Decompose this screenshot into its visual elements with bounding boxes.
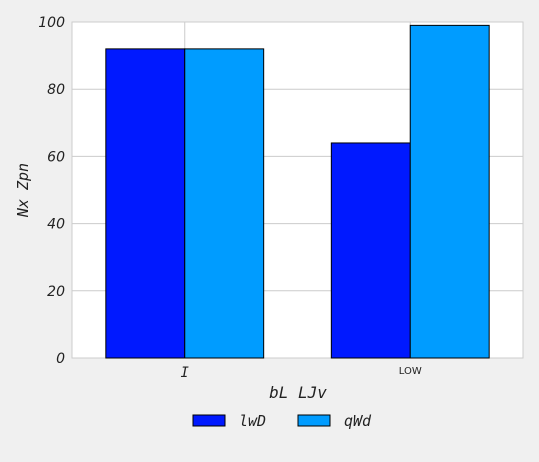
legend-swatch-lwD (192, 414, 226, 427)
bar-lwD-I (105, 48, 186, 359)
y-tick-label: 60 (47, 149, 65, 165)
x-axis-ticks: I LOW (181, 365, 422, 381)
y-tick-label: 40 (47, 217, 65, 233)
x-tick-label: LOW (399, 366, 422, 377)
legend-swatch-qWd (297, 414, 331, 427)
y-tick-label: 80 (47, 82, 65, 98)
y-tick-label: 100 (38, 15, 65, 31)
legend-label-qWd: qWd (344, 412, 372, 430)
bar-lwD-LOW (330, 142, 411, 359)
legend-label-lwD: lwD (239, 412, 266, 430)
bar-qWd-LOW (409, 24, 490, 359)
y-tick-label: 20 (47, 284, 65, 300)
y-axis-label: Nx Zpn (14, 163, 32, 218)
bars-group (105, 24, 490, 359)
y-tick-label: 0 (56, 351, 65, 367)
x-axis-label: bL LJv (269, 383, 327, 402)
y-axis-ticks: 0 20 40 60 80 100 (38, 15, 65, 367)
legend: lwD qWd (192, 412, 372, 430)
x-tick-label: I (181, 365, 190, 381)
bar-qWd-I (184, 48, 265, 359)
